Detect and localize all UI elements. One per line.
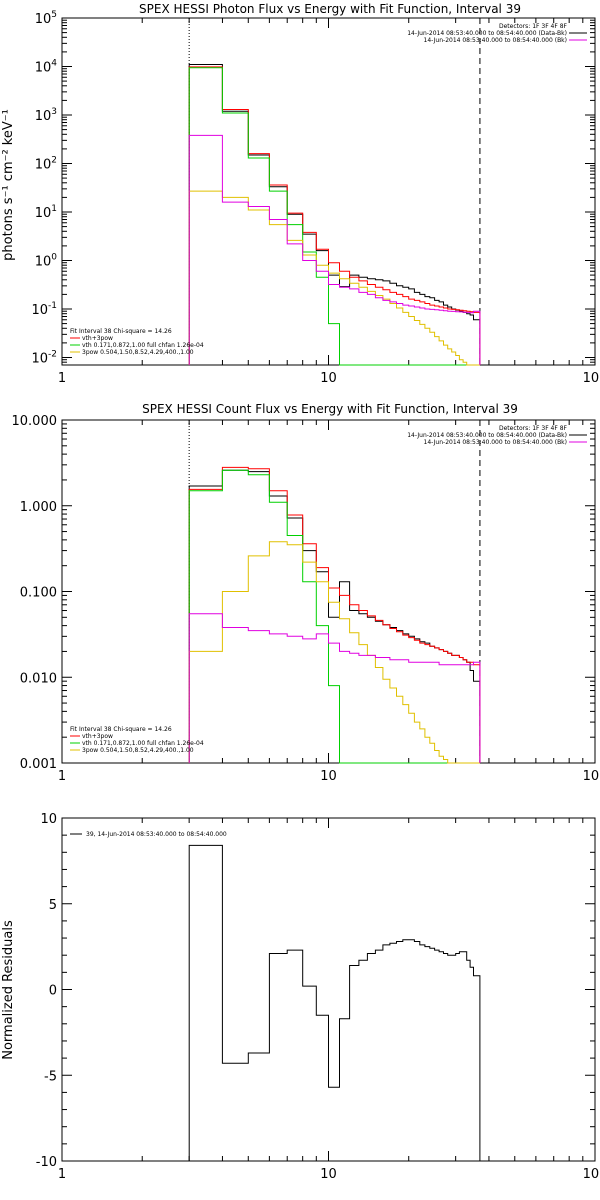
y-tick-label: 103 (35, 107, 57, 124)
x-tick-label: 1 (58, 371, 66, 386)
legend-label: 14-Jun-2014 08:53:40.000 to 08:54:40.000… (424, 439, 567, 446)
y-tick-label: -5 (44, 1069, 57, 1084)
fit-legend-label: vth+3pow (82, 335, 113, 342)
series-line (188, 844, 481, 1161)
x-tick-label: 1 (58, 769, 66, 784)
series-line (188, 469, 480, 764)
x-tick-label: 100 (583, 769, 600, 784)
chart-title: SPEX HESSI Count Flux vs Energy with Fit… (142, 402, 518, 416)
y-tick-label: 104 (35, 58, 58, 75)
legend-label: Detectors: 1F 3F 4F 8F (499, 425, 568, 432)
plot-area: 1 10 100 -10 -5 0 5 10 39, 14-Jun-2014 08:53:40.… (36, 812, 600, 1182)
y-tick-label: 10 (40, 812, 57, 827)
y-axis-label: Normalized Residuals (1, 920, 16, 1060)
legend-label: 39, 14-Jun-2014 08:53:40.000 to 08:54:40… (86, 831, 227, 838)
y-tick-label: 0.001 (20, 757, 57, 772)
x-tick-label: 1 (58, 1167, 66, 1182)
y-tick-label: 10-2 (31, 349, 57, 366)
y-tick-label: 0.010 (20, 671, 57, 686)
y-tick-label: 0.100 (20, 586, 57, 601)
y-tick-label: 105 (35, 10, 57, 27)
y-tick-label: 1.000 (20, 500, 57, 515)
series-line (188, 66, 481, 365)
series-line (188, 613, 481, 763)
legend-label: 14-Jun-2014 08:53:40.000 to 08:54:40.000… (424, 37, 567, 44)
fit-legend-title: Fit Interval 38 Chi-square = 14.26 (70, 726, 172, 733)
panel-residuals: Normalized Residuals 1 10 100 -10 -5 0 5 10 39, … (1, 812, 600, 1182)
chart-title: SPEX HESSI Photon Flux vs Energy with Fi… (139, 2, 521, 16)
y-tick-label: 0 (49, 984, 57, 999)
y-tick-label: 5 (49, 898, 57, 913)
y-axis-label: photons s⁻¹ cm⁻² keV⁻¹ (1, 109, 16, 261)
series-line (188, 67, 480, 366)
fit-legend-label: vth 0.171,0.872,1.00 full chfan 1.26e-04 (82, 342, 204, 349)
series-line (188, 190, 480, 366)
x-tick-label: 100 (583, 1167, 600, 1182)
x-tick-label: 10 (320, 1167, 337, 1182)
y-tick-label: 100 (35, 252, 58, 269)
series-line (188, 541, 480, 764)
y-tick-label: -10 (36, 1155, 57, 1170)
x-tick-label: 10 (320, 769, 337, 784)
plot-area: 1 10 100 10-2 10-1 100 101 102 103 104 105 Detector… (31, 10, 600, 386)
x-tick-label: 100 (583, 371, 600, 386)
fit-legend-label: 3pow 0.504,1.50,8.52,4.29,400.,1.00 (82, 349, 194, 356)
legend-label: 14-Jun-2014 08:53:40.000 to 08:54:40.000… (407, 432, 567, 439)
fit-legend-title: Fit Interval 38 Chi-square = 14.26 (70, 328, 172, 335)
series-line (188, 466, 481, 763)
series-line (188, 134, 481, 365)
fit-legend-label: vth+3pow (82, 733, 113, 740)
series-line (188, 469, 481, 763)
panel-count-flux: SPEX HESSI Count Flux vs Energy with Fit… (12, 402, 600, 784)
fit-legend-label: vth 0.171,0.872,1.00 full chfan 1.26e-04 (82, 740, 204, 747)
x-tick-label: 10 (320, 371, 337, 386)
panel-photon-flux: SPEX HESSI Photon Flux vs Energy with Fi… (1, 2, 600, 386)
y-tick-label: 101 (35, 204, 57, 221)
y-tick-label: 10-1 (31, 301, 57, 318)
legend-label: Detectors: 1F 3F 4F 8F (499, 23, 568, 30)
y-tick-label: 102 (35, 155, 57, 172)
fit-legend-label: 3pow 0.504,1.50,8.52,4.29,400.,1.00 (82, 747, 194, 754)
plot-area: 1 10 100 0.001 0.010 0.100 1.000 10.000 Detector… (12, 414, 600, 784)
y-tick-label: 10.000 (12, 414, 58, 429)
legend-label: 14-Jun-2014 08:53:40.000 to 08:54:40.000… (407, 30, 567, 37)
plot-frame (61, 817, 596, 1162)
